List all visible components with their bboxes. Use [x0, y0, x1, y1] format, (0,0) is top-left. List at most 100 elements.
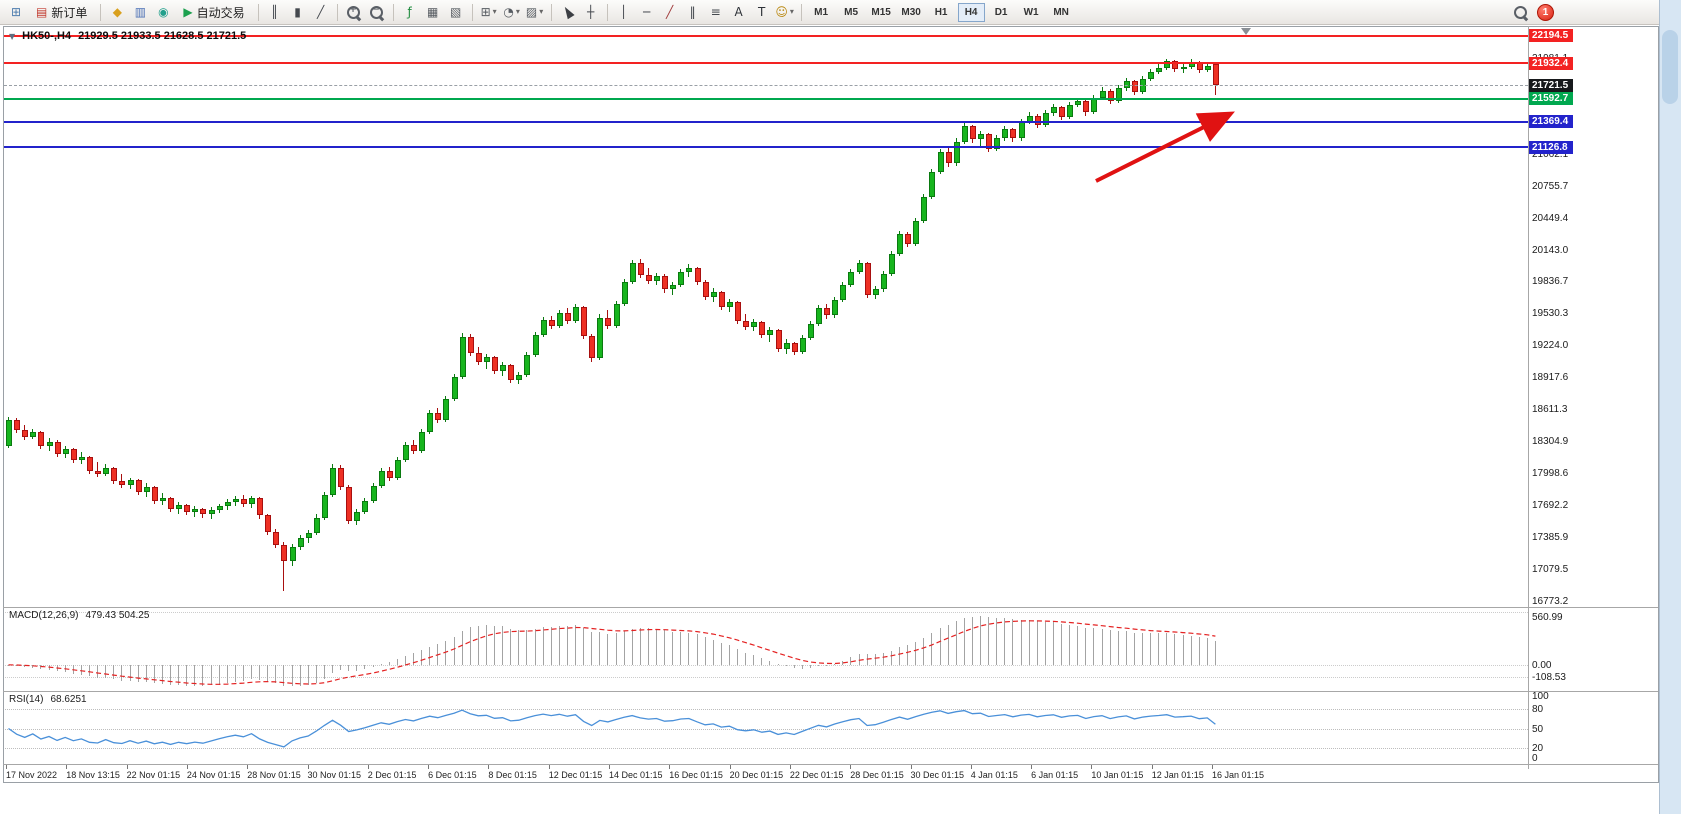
notification-badge[interactable]: 1	[1537, 3, 1554, 21]
zoom-in-button[interactable]: +	[343, 2, 365, 23]
macd-histogram-bar	[121, 664, 123, 681]
candle	[848, 271, 855, 286]
price-line[interactable]	[4, 85, 1528, 87]
one-click-trading-toggle-icon[interactable]: ▼	[9, 31, 16, 41]
macd-histogram-bar	[323, 664, 325, 679]
chevron-down-icon: ▾	[789, 7, 794, 16]
macd-histogram-bar	[178, 664, 180, 686]
chart-plot-area[interactable]	[5, 27, 1528, 604]
crosshair-icon[interactable]: ┼	[586, 5, 595, 19]
price-axis-label: 18304.9	[1532, 436, 1569, 447]
search-icon[interactable]	[1513, 5, 1528, 20]
time-axis-tick	[126, 765, 128, 769]
candle	[346, 487, 353, 521]
market-watch-icon[interactable]: ▥	[134, 5, 147, 19]
price-line[interactable]	[4, 146, 1528, 149]
macd-histogram-bar	[307, 664, 309, 685]
candle	[897, 234, 903, 255]
toolbar-separator	[606, 3, 608, 21]
price-axis-area[interactable]	[1528, 26, 1658, 764]
timeframe-m1-button[interactable]: M1	[814, 6, 829, 18]
cascade-windows-icon[interactable]: ▧	[449, 5, 462, 19]
price-line[interactable]	[4, 120, 1528, 123]
scrollbar-track[interactable]	[1659, 0, 1681, 814]
periods-icon[interactable]: ◔ ▾	[503, 5, 520, 19]
rsi-value: 68.6251	[50, 694, 87, 705]
candle	[338, 467, 345, 488]
panel-separator[interactable]	[3, 607, 1658, 608]
candle	[321, 494, 328, 518]
templates-icon[interactable]: ▨ ▾	[525, 5, 544, 19]
fibonacci-icon[interactable]: ≡	[710, 5, 721, 19]
ohlc-values: 21929.5 21933.5 21628.5 21721.5	[78, 30, 247, 42]
new-order-button[interactable]: ▤ 新订单	[28, 2, 95, 23]
horizontal-line-icon[interactable]: ─	[642, 5, 651, 19]
macd-histogram-bar	[137, 664, 139, 682]
text-icon[interactable]: A	[734, 5, 743, 19]
macd-histogram-bar	[745, 652, 747, 665]
timeframe-w1-button[interactable]: W1	[1023, 6, 1039, 18]
line-chart-icon[interactable]: ╱	[316, 5, 325, 19]
panel-separator[interactable]	[3, 691, 1658, 692]
indicators-icon[interactable]: ƒ	[407, 5, 412, 19]
macd-histogram-bar	[275, 664, 277, 683]
timeframe-m15-button[interactable]: M15	[871, 6, 891, 18]
candle	[159, 497, 166, 501]
timeframe-h1-button[interactable]: H1	[934, 6, 948, 18]
candle	[427, 413, 434, 433]
price-axis-line	[1528, 26, 1529, 769]
time-axis-area[interactable]	[3, 765, 1658, 783]
chart-shift-marker[interactable]	[1241, 28, 1251, 35]
candle	[30, 432, 37, 438]
trendline-icon[interactable]: ╱	[665, 5, 674, 19]
label-icon[interactable]: T	[757, 5, 766, 19]
autotrading-button[interactable]: ▶ 自动交易	[175, 2, 252, 23]
candle	[540, 319, 547, 336]
candle	[1042, 113, 1049, 125]
arrows-icon[interactable]: ☺ ▾	[775, 5, 794, 19]
tile-windows-icon[interactable]: ▦	[426, 5, 439, 19]
price-axis-label: 19224.0	[1532, 340, 1569, 352]
macd-histogram-bar	[1214, 641, 1216, 665]
macd-histogram-bar	[842, 660, 844, 665]
timeframe-d1-button[interactable]: D1	[994, 6, 1008, 18]
macd-histogram-bar	[445, 640, 447, 665]
candle	[224, 501, 231, 507]
candle	[508, 365, 515, 381]
candle	[1164, 61, 1171, 68]
rsi-level-line	[5, 748, 1528, 749]
time-axis-tick	[910, 765, 912, 769]
macd-histogram-bar	[186, 664, 188, 686]
macd-histogram-bar	[558, 625, 560, 665]
timeframe-mn-button[interactable]: MN	[1053, 6, 1069, 18]
timeframe-m5-button[interactable]: M5	[844, 6, 859, 18]
price-line[interactable]	[4, 97, 1528, 100]
macd-histogram-bar	[826, 664, 828, 666]
price-line[interactable]	[4, 34, 1528, 37]
new-window-icon[interactable]: ⊞ ▾	[480, 5, 497, 19]
cursor-button[interactable]	[557, 2, 579, 23]
timeframe-h4-button[interactable]: H4	[957, 2, 985, 22]
channel-icon[interactable]: ‖	[689, 5, 696, 19]
metaeditor-icon[interactable]: ◆	[112, 5, 122, 19]
panel-separator[interactable]	[3, 764, 1658, 765]
time-axis-label: 6 Dec 01:15	[428, 770, 477, 780]
macd-histogram-bar	[923, 638, 925, 665]
zoom-out-button[interactable]: −	[366, 2, 388, 23]
candlestick-chart-icon[interactable]: ▮	[294, 5, 301, 19]
price-axis-label: 20143.0	[1532, 244, 1569, 256]
new-chart-icon[interactable]: ⊞	[10, 5, 22, 19]
price-axis-label: 19530.3	[1532, 308, 1569, 320]
timeframe-m30-button[interactable]: M30	[901, 6, 921, 18]
price-axis-label: 18917.6	[1532, 372, 1569, 384]
candle	[832, 299, 839, 316]
time-axis-tick	[1091, 765, 1093, 769]
macd-histogram-bar	[858, 654, 860, 665]
candle	[654, 275, 660, 282]
price-line[interactable]	[4, 62, 1528, 65]
vertical-line-icon[interactable]: │	[619, 5, 628, 19]
community-icon[interactable]: ◉	[158, 5, 169, 19]
scrollbar-thumb[interactable]	[1662, 30, 1678, 104]
bar-chart-icon[interactable]: ║	[270, 5, 279, 19]
macd-histogram-bar	[623, 631, 625, 665]
